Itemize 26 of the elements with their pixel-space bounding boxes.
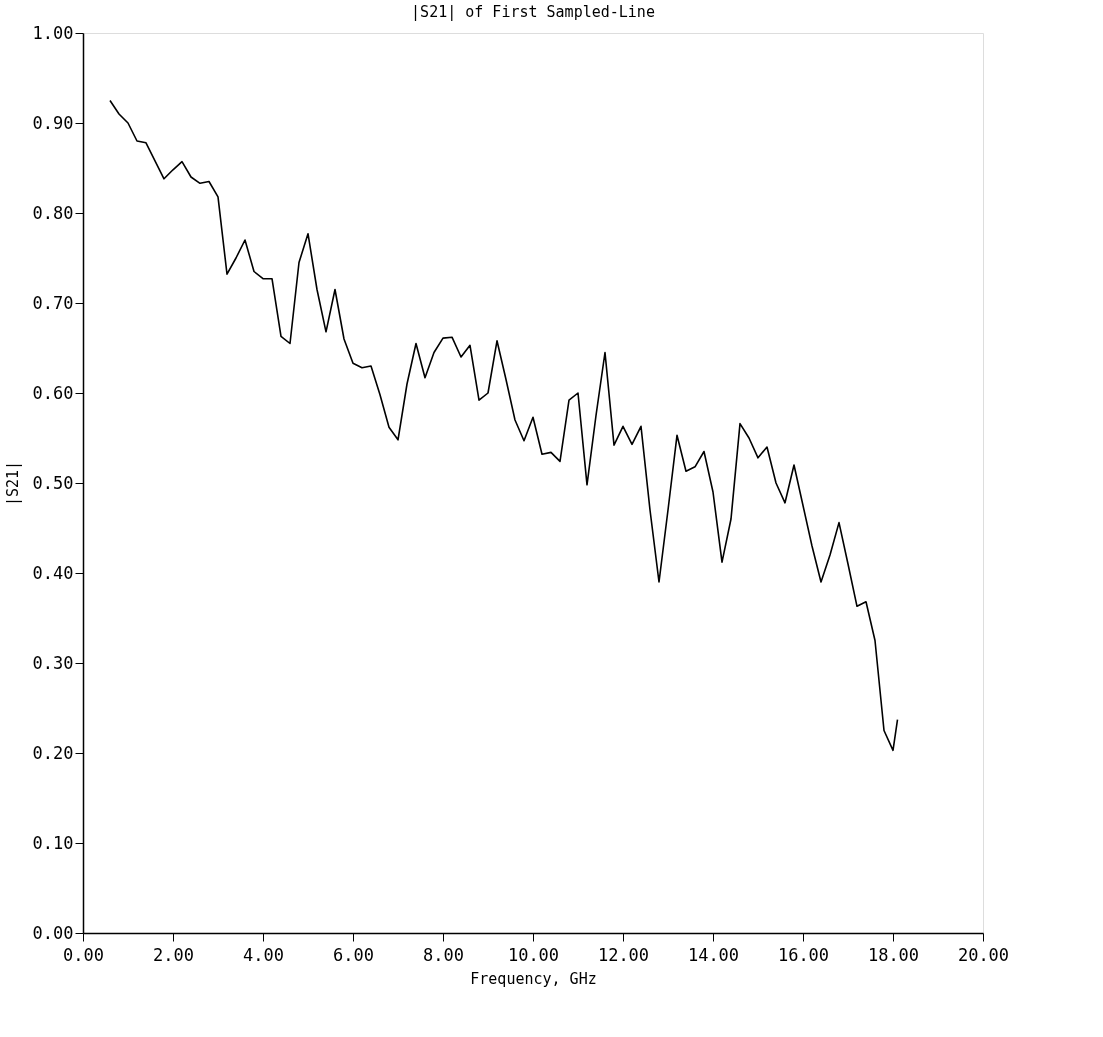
x-tick-label: 16.00 [777, 944, 830, 965]
y-tick-label: 0.40 [32, 562, 74, 583]
y-tick-label: 0.70 [32, 292, 74, 313]
y-tick-label: 0.80 [32, 202, 74, 223]
chart-title: |S21| of First Sampled-Line [411, 3, 655, 21]
y-tick-label: 0.30 [32, 652, 74, 673]
line-series [109, 99, 899, 752]
x-tick-label: 0.00 [63, 944, 104, 965]
x-tick-label: 20.00 [957, 944, 1010, 965]
y-axis-title: |S21| [3, 460, 22, 507]
x-tick-label: 12.00 [597, 944, 650, 965]
x-axis-title: Frequency, GHz [470, 969, 597, 988]
x-tick-label: 4.00 [243, 944, 284, 965]
x-tick-label: 10.00 [507, 944, 560, 965]
y-tick-label: 0.00 [32, 922, 74, 943]
y-tick-label: 0.60 [32, 382, 74, 403]
x-tick-label: 8.00 [423, 944, 464, 965]
y-tick-label: 0.20 [32, 742, 74, 763]
y-tick-label: 0.90 [32, 112, 74, 133]
x-tick-label: 6.00 [333, 944, 374, 965]
x-tick-label: 2.00 [153, 944, 194, 965]
y-tick-label: 0.50 [32, 472, 74, 493]
y-tick-label: 1.00 [32, 22, 74, 43]
x-tick-label: 18.00 [867, 944, 920, 965]
y-tick-label: 0.10 [32, 832, 74, 853]
x-tick-label: 14.00 [687, 944, 740, 965]
